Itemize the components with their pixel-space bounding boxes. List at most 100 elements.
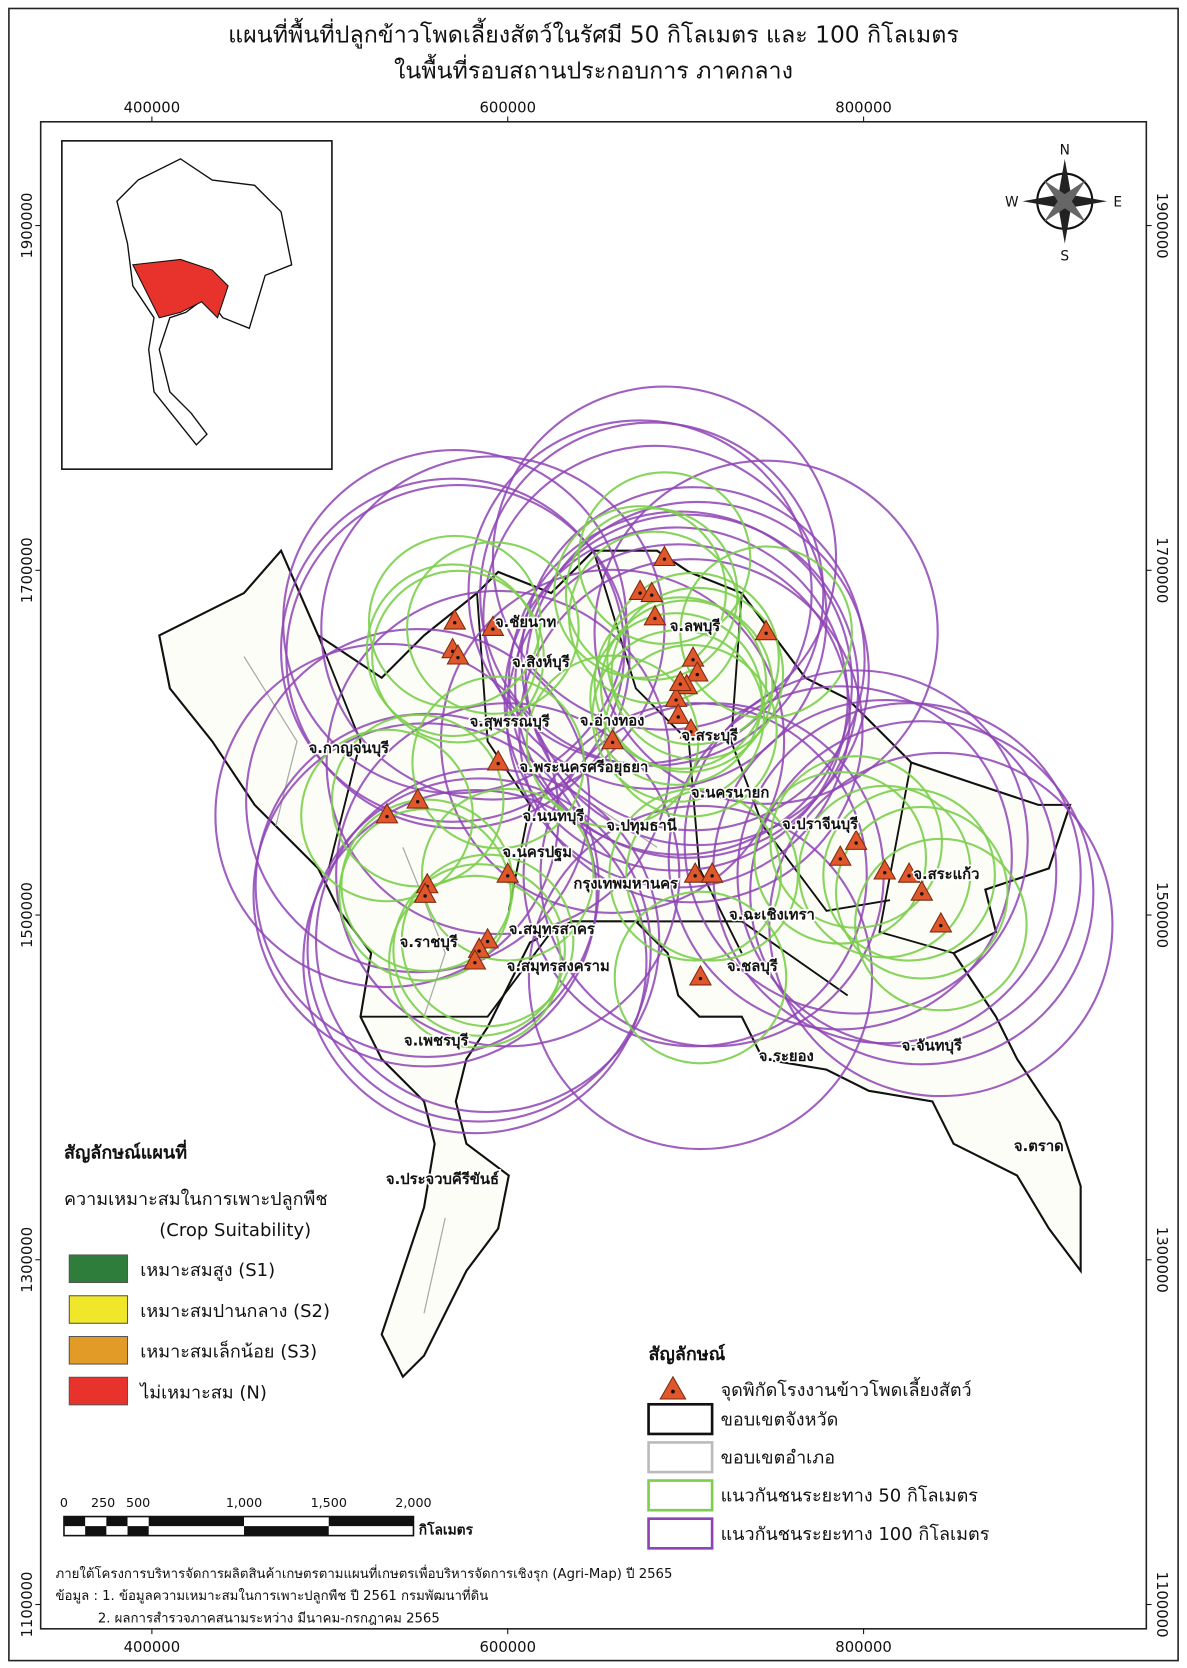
buffer-50km bbox=[392, 863, 566, 1037]
suitability-legend: สัญลักษณ์แผนที่ ความเหมาะสมในการเพาะปลูก… bbox=[64, 1140, 330, 1406]
factory-dot bbox=[710, 874, 714, 878]
factory-dot bbox=[506, 874, 510, 878]
inset-central-region bbox=[132, 258, 229, 319]
province-label: จ.ปทุมธานี bbox=[606, 817, 678, 834]
factory-dot bbox=[674, 698, 678, 702]
buffer-100km bbox=[749, 720, 1095, 1066]
province-label: จ.สมุทรสงคราม bbox=[507, 958, 610, 975]
buffer-50km bbox=[338, 808, 512, 982]
province-label: จ.ชัยนาท bbox=[495, 614, 556, 631]
factory-dot bbox=[689, 730, 693, 734]
factory bbox=[406, 787, 430, 809]
buffer-50km bbox=[591, 629, 766, 803]
buffer-50km bbox=[577, 471, 752, 645]
buffer-100km bbox=[306, 777, 652, 1123]
legend-swatch bbox=[68, 1295, 129, 1324]
legend-text: ขอบเขตจังหวัด bbox=[721, 1409, 839, 1430]
province-label: จ.ปราจีนบุรี bbox=[782, 816, 858, 833]
factory-dot bbox=[638, 591, 642, 595]
factory-dot bbox=[485, 939, 490, 944]
factory-dot bbox=[939, 923, 943, 928]
legend-text: เหมาะสมเล็กน้อย (S3) bbox=[140, 1340, 317, 1363]
factory bbox=[929, 911, 953, 933]
buffer-100km bbox=[467, 419, 813, 765]
legend-text: เหมาะสมสูง (S1) bbox=[140, 1260, 275, 1281]
north-arrow: N S W E bbox=[1005, 143, 1122, 265]
province-label: จ.สมุทรสาคร bbox=[509, 921, 595, 938]
buffers bbox=[214, 385, 1114, 1151]
buffer-100km bbox=[527, 804, 874, 1151]
factory-dot bbox=[764, 631, 768, 636]
buffer-100km bbox=[524, 500, 870, 847]
footnote: ภายใต้โครงการบริหารจัดการผลิตสินค้าเกษตร… bbox=[56, 1564, 673, 1582]
factory bbox=[375, 802, 399, 824]
buffer-50km bbox=[400, 853, 575, 1028]
factory bbox=[754, 619, 778, 641]
buffer-50km bbox=[593, 596, 768, 770]
factory-dot bbox=[883, 870, 887, 875]
buffer-100km bbox=[520, 486, 866, 832]
buffer-50km bbox=[300, 728, 474, 903]
buffer-50km bbox=[568, 530, 742, 705]
legend-swatch bbox=[647, 1479, 714, 1512]
buffer-50km bbox=[388, 874, 562, 1049]
y-tick-label: 1300000 bbox=[1153, 1227, 1170, 1293]
district-boundaries bbox=[243, 656, 658, 1314]
province-label: จ.ชลบุรี bbox=[727, 958, 778, 975]
legend-triangle bbox=[659, 1375, 687, 1400]
factory bbox=[844, 829, 868, 850]
legend-text: แนวกันชนระยะทาง 50 กิโลเมตร bbox=[721, 1485, 979, 1507]
factory-dot bbox=[653, 616, 657, 621]
factory-dot bbox=[691, 658, 695, 662]
province-label: จ.สุพรรณบุรี bbox=[470, 714, 550, 731]
x-tick-label: 400000 bbox=[124, 1639, 181, 1656]
province-label: จ.ราชบุรี bbox=[400, 934, 458, 951]
factory bbox=[897, 862, 921, 883]
x-tick-label: 800000 bbox=[835, 1639, 892, 1656]
y-tick-label: 1700000 bbox=[1153, 537, 1170, 603]
buffer-50km bbox=[606, 571, 780, 746]
factory bbox=[681, 645, 705, 667]
province-label: จ.พระนครศรีอยุธยา bbox=[519, 759, 648, 776]
footnote: ข้อมูล : 1. ข้อมูลความเหมาะสมในการเพาะปล… bbox=[56, 1586, 489, 1604]
legend-swatch bbox=[68, 1335, 129, 1365]
factory-dot bbox=[477, 949, 481, 953]
factory-dot bbox=[423, 894, 427, 898]
scale-segments bbox=[63, 1516, 414, 1536]
legend-swatch bbox=[647, 1441, 714, 1474]
buffer-100km bbox=[768, 751, 1114, 1098]
factory-dot bbox=[385, 814, 389, 819]
factory-dot bbox=[453, 621, 457, 625]
buffer-100km bbox=[503, 526, 849, 872]
y-tick-label: 1500000 bbox=[1153, 882, 1170, 948]
buffer-100km bbox=[683, 669, 1029, 1015]
legend-subtitle: (Crop Suitability) bbox=[159, 1220, 311, 1241]
scale-label: 250 bbox=[91, 1495, 115, 1510]
factory-dot bbox=[496, 761, 500, 766]
factory-dot bbox=[473, 960, 477, 965]
province-label: จ.สระแก้ว bbox=[913, 866, 979, 883]
province-label: จ.นนทบุรี bbox=[523, 808, 585, 825]
province-label: กรุงเทพมหานคร bbox=[573, 876, 678, 893]
factory bbox=[685, 660, 709, 682]
x-tick-label: 800000 bbox=[835, 99, 892, 116]
buffer-100km bbox=[245, 628, 591, 974]
x-tick-label: 600000 bbox=[479, 1639, 536, 1656]
compass-e: E bbox=[1113, 195, 1122, 211]
legend-title: สัญลักษณ์แผนที่ bbox=[64, 1140, 187, 1164]
buffer-100km bbox=[302, 788, 648, 1135]
scale-label: 2,000 bbox=[395, 1495, 431, 1510]
factory-dot bbox=[907, 874, 911, 878]
factory bbox=[700, 862, 724, 883]
y-tick-label: 1500000 bbox=[19, 882, 36, 948]
factory bbox=[463, 948, 487, 970]
compass-rose bbox=[1043, 180, 1086, 223]
province-label: จ.เพชรบุรี bbox=[404, 1032, 469, 1049]
factory bbox=[666, 703, 690, 724]
legend-swatch bbox=[647, 1517, 714, 1550]
legend-subtitle: ความเหมาะสมในการเพาะปลูกพืช bbox=[64, 1188, 328, 1210]
buffer-100km bbox=[736, 702, 1082, 1048]
province-label: จ.อ่างทอง bbox=[580, 712, 645, 729]
scale-unit: กิโลเมตร bbox=[419, 1521, 474, 1539]
compass-w: W bbox=[1005, 195, 1019, 211]
